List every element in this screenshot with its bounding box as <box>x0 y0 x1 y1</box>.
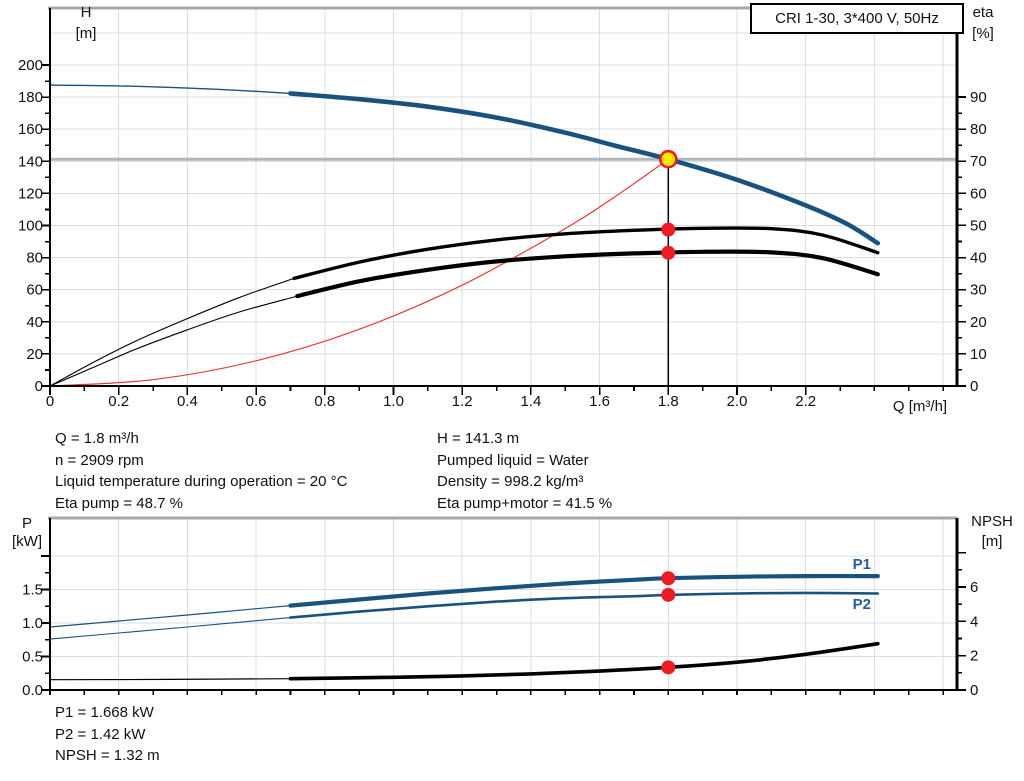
svg-text:0.0: 0.0 <box>22 682 43 699</box>
op-point-p2 <box>661 587 676 602</box>
svg-text:1.0: 1.0 <box>22 615 43 632</box>
qh-eta-chart: 0 0.2 0.4 0.6 0.8 1.0 1.2 1.4 1.6 1.8 2.0 2.2 0 20 40 6… <box>18 6 987 410</box>
svg-text:0.6: 0.6 <box>246 393 267 410</box>
svg-text:0.8: 0.8 <box>314 393 335 410</box>
npsh-axis-label: NPSH <box>971 513 1013 530</box>
info-n: n = 2909 rpm <box>55 451 144 469</box>
info-q: Q = 1.8 m³/h <box>55 430 139 447</box>
info-h: H = 141.3 m <box>437 430 520 447</box>
op-point-eta-pump-motor <box>661 245 676 260</box>
tick-labels: 0.0 0.5 1.0 1.5 0 2 4 6 <box>22 579 978 699</box>
power-info: P1 = 1.668 kW P2 = 1.42 kW NPSH = 1.32 m <box>55 702 160 767</box>
svg-text:2.0: 2.0 <box>727 393 748 410</box>
svg-text:30: 30 <box>970 282 987 299</box>
svg-text:20: 20 <box>970 314 987 331</box>
svg-text:1.0: 1.0 <box>383 393 404 410</box>
h-axis-label: H <box>80 4 92 21</box>
p-axis-unit: [kW] <box>12 533 42 550</box>
eta-axis-label: eta <box>972 4 994 21</box>
axes <box>49 8 959 387</box>
svg-text:2.2: 2.2 <box>795 393 816 410</box>
svg-text:180: 180 <box>18 89 43 106</box>
q-axis-label: Q [m³/h] <box>892 398 948 415</box>
gridlines <box>50 8 957 386</box>
svg-text:2: 2 <box>970 648 978 665</box>
svg-text:1.8: 1.8 <box>658 393 679 410</box>
svg-text:4: 4 <box>970 613 978 630</box>
op-point-npsh <box>661 660 676 675</box>
npsh-axis-unit: [m] <box>981 533 1003 550</box>
svg-text:200: 200 <box>18 57 43 74</box>
p-axis-label: P <box>21 515 32 532</box>
tick-marks <box>41 551 966 695</box>
svg-text:40: 40 <box>970 250 987 267</box>
svg-text:50: 50 <box>970 217 987 234</box>
svg-text:0.5: 0.5 <box>22 649 43 666</box>
power-npsh-chart: 0.0 0.5 1.0 1.5 0 2 4 6 <box>22 516 978 699</box>
info-eta-pump: Eta pump = 48.7 % <box>55 494 183 512</box>
svg-text:60: 60 <box>26 282 43 299</box>
svg-text:20: 20 <box>26 346 43 363</box>
p2-series-label: P2 <box>852 595 872 613</box>
duty-info-right: H = 141.3 m Pumped liquid = Water Densit… <box>437 428 612 514</box>
op-point-eta-pump <box>661 222 676 237</box>
svg-text:120: 120 <box>18 185 43 202</box>
eta-axis-unit: [%] <box>972 25 994 42</box>
info-p1: P1 = 1.668 kW <box>55 704 154 721</box>
system-curve <box>49 158 669 387</box>
eta-pump <box>49 226 880 387</box>
svg-text:70: 70 <box>970 153 987 170</box>
gridlines <box>50 518 957 690</box>
axes <box>49 518 959 691</box>
h-axis-unit: [m] <box>75 25 97 42</box>
svg-text:1.6: 1.6 <box>589 393 610 410</box>
duty-point-qh <box>658 149 678 169</box>
svg-text:0.4: 0.4 <box>177 393 198 410</box>
svg-text:1.2: 1.2 <box>452 393 473 410</box>
eta-pump-motor <box>49 249 880 387</box>
tick-marks <box>41 64 966 395</box>
npsh-curve <box>49 641 880 681</box>
svg-text:0: 0 <box>970 682 978 699</box>
info-liquid: Pumped liquid = Water <box>437 451 589 469</box>
tick-labels: 0 0.2 0.4 0.6 0.8 1.0 1.2 1.4 1.6 1.8 2.0 2.2 0 20 40 6… <box>18 57 987 410</box>
info-npsh: NPSH = 1.32 m <box>55 747 160 764</box>
info-eta-pump-motor: Eta pump+motor = 41.5 % <box>437 494 613 512</box>
svg-text:1.4: 1.4 <box>520 393 541 410</box>
svg-text:1.5: 1.5 <box>22 582 43 599</box>
p1-curve <box>49 573 880 628</box>
op-point-p1 <box>661 571 676 586</box>
svg-text:40: 40 <box>26 314 43 331</box>
qh-curve <box>49 84 881 246</box>
svg-text:0: 0 <box>35 378 43 395</box>
p1-series-label: P1 <box>852 555 872 573</box>
svg-text:0.2: 0.2 <box>108 393 129 410</box>
svg-text:60: 60 <box>970 185 987 202</box>
duty-info-left: Q = 1.8 m³/h n = 2909 rpm Liquid tempera… <box>55 428 347 514</box>
svg-text:140: 140 <box>18 153 43 170</box>
svg-text:100: 100 <box>18 218 43 235</box>
svg-text:0: 0 <box>970 378 978 395</box>
svg-text:0: 0 <box>46 393 54 410</box>
svg-text:90: 90 <box>970 89 987 106</box>
info-p2: P2 = 1.42 kW <box>55 725 146 743</box>
p2-curve <box>49 591 880 640</box>
svg-text:160: 160 <box>18 121 43 138</box>
info-temp: Liquid temperature during operation = 20… <box>55 473 348 490</box>
info-density: Density = 998.2 kg/m³ <box>437 473 584 490</box>
svg-text:80: 80 <box>970 121 987 138</box>
svg-text:6: 6 <box>970 579 978 596</box>
pump-title-box: CRI 1-30, 3*400 V, 50Hz <box>750 3 964 34</box>
svg-text:10: 10 <box>970 346 987 363</box>
svg-text:80: 80 <box>26 250 43 267</box>
